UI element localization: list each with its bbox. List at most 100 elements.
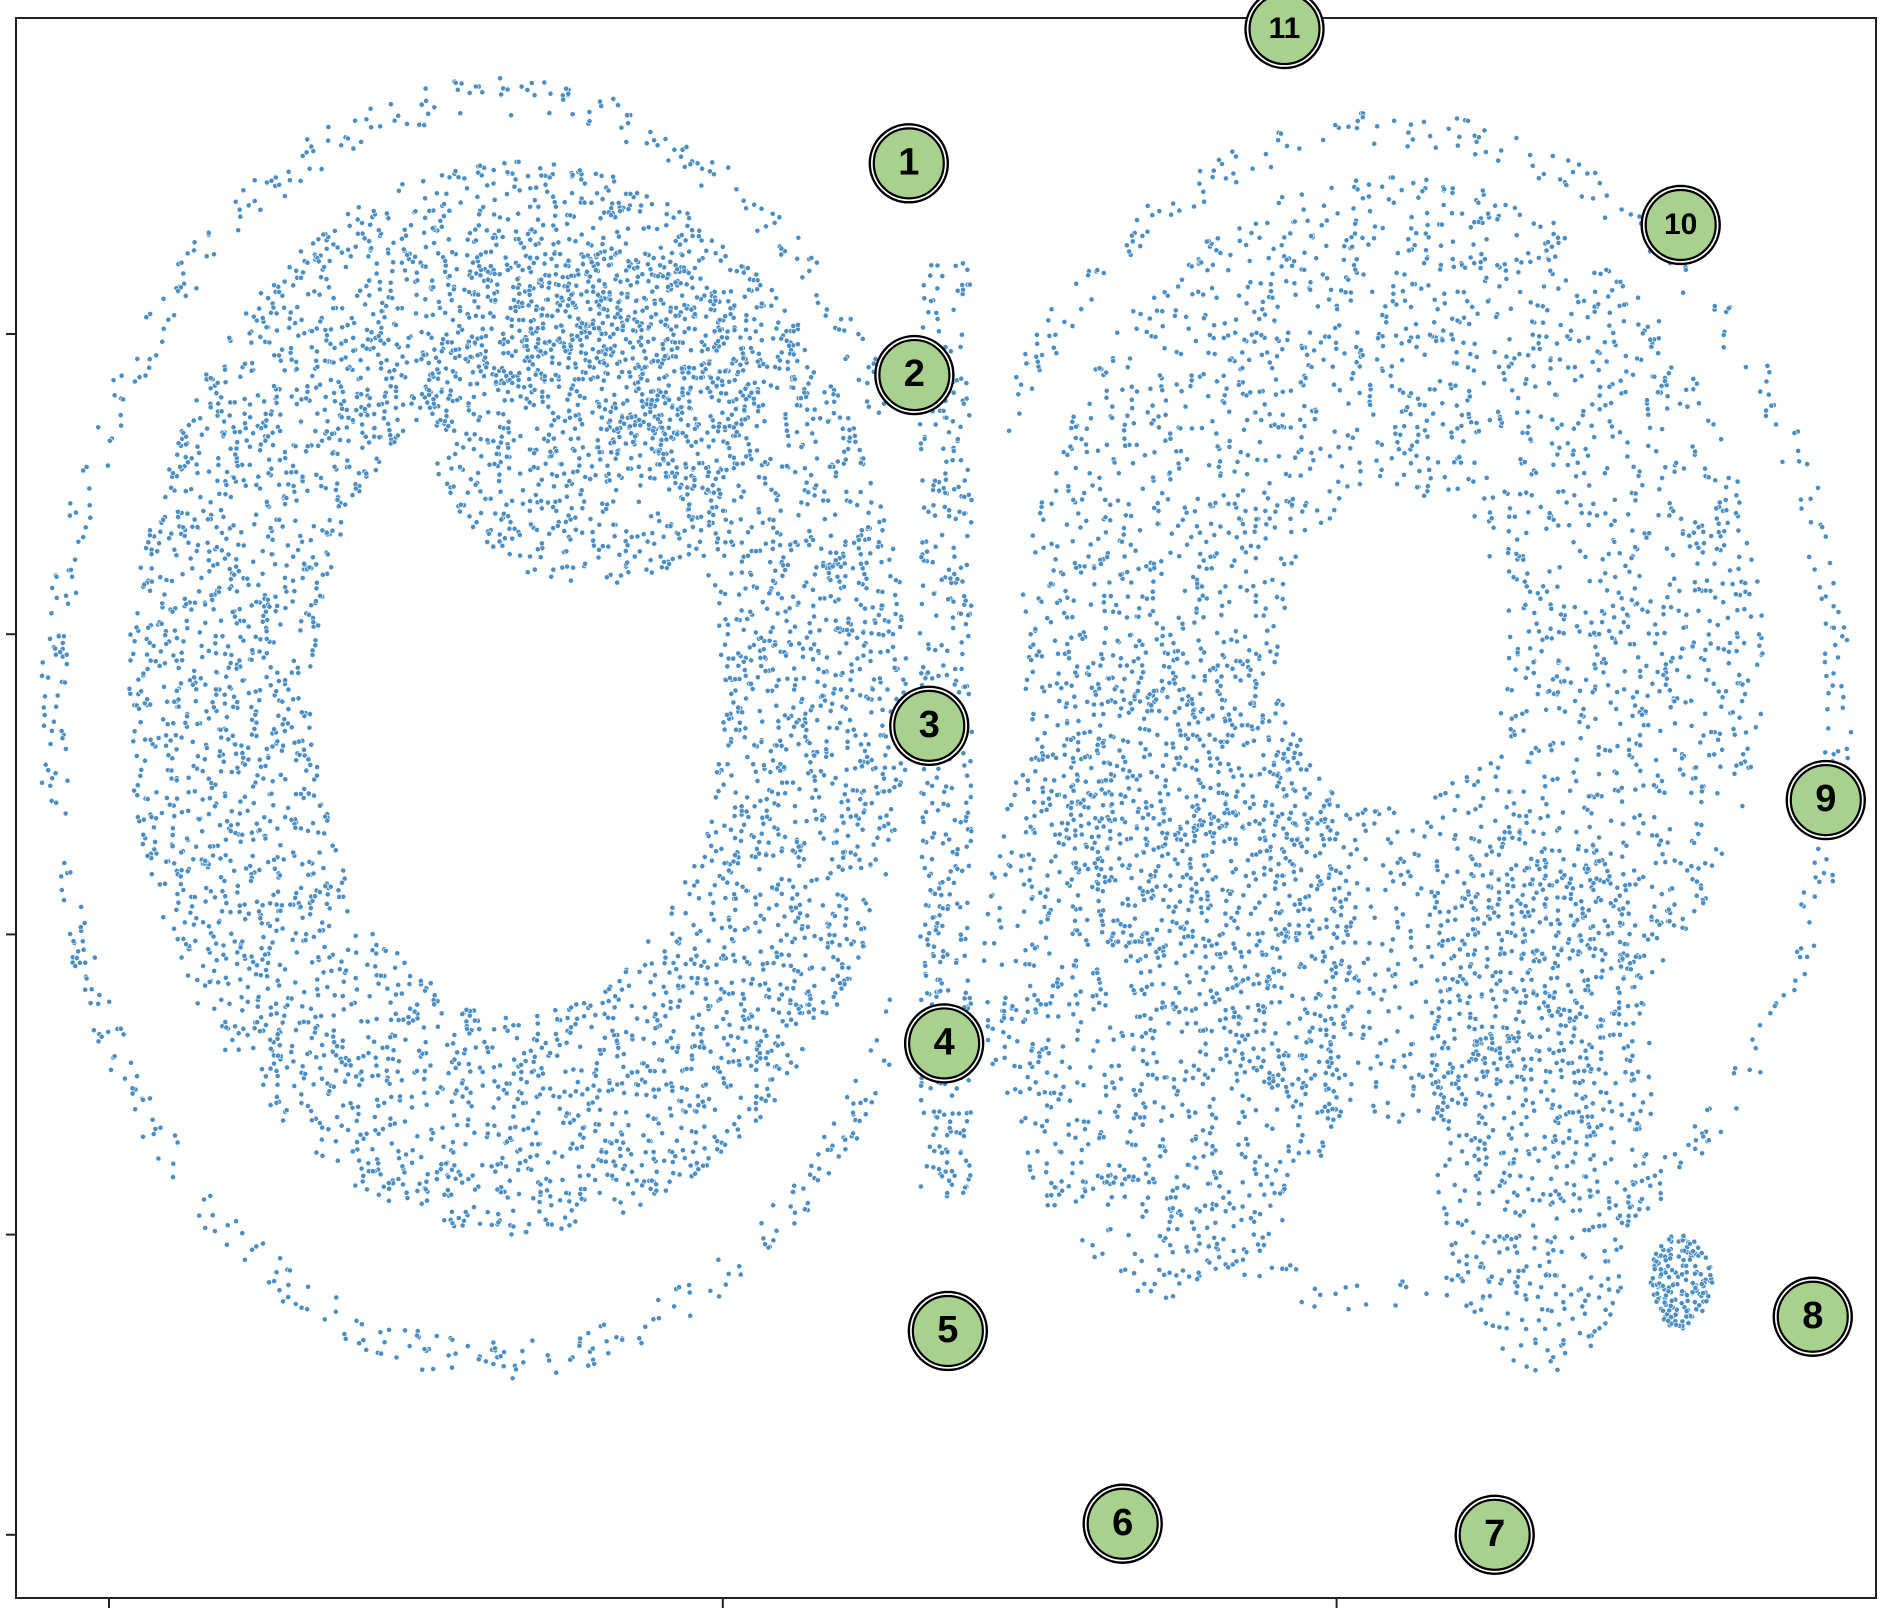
scatter-point [232,451,239,458]
scatter-point [157,528,164,535]
scatter-point [608,245,615,252]
scatter-point [708,497,714,504]
scatter-point [592,1128,599,1134]
scatter-point [222,836,229,843]
scatter-point [564,283,571,290]
scatter-point [223,481,230,488]
scatter-point [438,1161,445,1168]
scatter-point [594,1060,600,1067]
scatter-point [338,958,345,965]
scatter-point [273,400,280,406]
scatter-point [825,418,831,425]
scatter-point [644,377,651,384]
scatter-point [598,297,604,304]
scatter-point [559,564,566,571]
scatter-point [385,1198,392,1204]
scatter-point [259,956,266,963]
scatter-point [866,536,872,542]
scatter-point [394,432,401,439]
scatter-point [833,469,839,476]
scatter-point [257,447,263,454]
scatter-point [885,744,892,751]
scatter-point [294,304,301,310]
scatter-point [552,212,558,219]
scatter-point [634,1015,640,1022]
scatter-point [183,601,189,608]
scatter-point [375,1103,382,1109]
scatter-point [495,1095,502,1102]
scatter-point [558,294,565,301]
scatter-point [741,1007,748,1014]
scatter-point [655,510,661,517]
scatter-point [654,284,660,290]
scatter-point [764,1086,771,1092]
scatter-point [218,507,224,513]
scatter-point [714,769,720,776]
scatter-point [752,894,759,901]
scatter-point [250,836,257,843]
scatter-point [402,1036,409,1043]
scatter-point [730,699,737,706]
scatter-point [314,363,321,370]
scatter-point [292,895,299,901]
scatter-point [291,739,298,746]
scatter-point [516,327,523,334]
scatter-point [872,856,879,863]
scatter-point [263,967,269,973]
scatter-point [387,432,394,439]
scatter-point [310,619,317,626]
scatter-point [718,846,725,852]
scatter-point [421,229,427,236]
scatter-point [542,251,549,258]
scatter-point [865,741,872,748]
scatter-point [678,365,685,372]
scatter-point [535,481,542,488]
scatter-point [496,478,502,484]
scatter-point [359,1178,366,1185]
scatter-point [739,569,745,576]
scatter-point [877,675,883,682]
scatter-point [271,726,277,733]
scatter-point [793,1021,799,1027]
scatter-point [293,791,299,797]
scatter-point [409,1147,416,1154]
scatter-point [185,972,191,979]
scatter-point [610,331,617,337]
scatter-point [741,954,748,961]
scatter-point [213,940,219,947]
scatter-point [191,894,198,900]
scatter-point [664,201,671,208]
scatter-point [509,535,516,542]
scatter-point [204,539,211,546]
scatter-point [614,1081,621,1088]
scatter-point [727,267,734,273]
scatter-point [702,995,709,1002]
scatter-point [741,821,747,828]
scatter-point [788,547,795,553]
scatter-point [818,768,824,775]
scatter-point [178,680,184,687]
scatter-point [452,451,459,457]
scatter-point [523,1229,530,1235]
scatter-point [376,278,383,285]
scatter-point [197,675,204,682]
scatter-point [808,646,814,652]
scatter-point [404,343,411,349]
scatter-point [578,1067,585,1074]
scatter-point [268,465,275,472]
scatter-point [801,389,808,396]
scatter-point [802,465,808,472]
scatter-point [716,761,722,768]
scatter-point [173,635,180,641]
scatter-point [509,380,516,386]
scatter-point [575,1163,582,1170]
scatter-point [775,802,782,809]
scatter-point [449,317,456,323]
scatter-point [346,1057,352,1064]
scatter-point [892,611,899,617]
scatter-point [136,705,142,712]
scatter-point [495,1211,502,1217]
scatter-point [777,542,783,548]
scatter-point [304,259,311,266]
scatter-point [169,825,176,832]
